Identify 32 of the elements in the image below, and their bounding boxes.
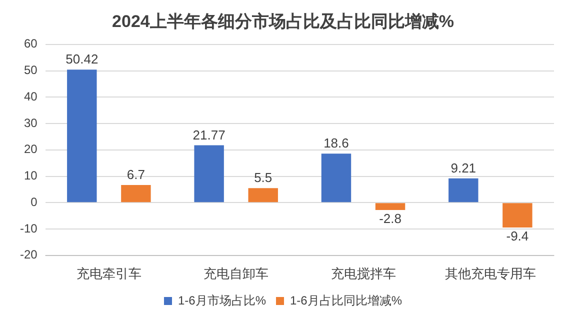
data-label: 21.77: [192, 127, 226, 142]
data-label: -2.8: [379, 211, 402, 226]
x-tick-label: 充电牵引车: [76, 266, 142, 281]
x-tick-label: 充电自卸车: [204, 266, 269, 281]
bar: [375, 203, 406, 210]
y-tick-label: 40: [24, 89, 38, 104]
data-label: 50.42: [66, 52, 98, 67]
bar: [248, 188, 278, 202]
y-tick-label: 60: [24, 36, 38, 51]
bar: [448, 178, 478, 202]
data-label: 6.7: [126, 167, 145, 182]
data-label: 5.5: [254, 170, 272, 186]
y-tick-label: 10: [24, 168, 38, 183]
data-label: -9.4: [506, 228, 529, 244]
x-tick-label: 充电搅拌车: [330, 266, 396, 281]
y-tick-label: 20: [24, 142, 38, 156]
legend-label: 1-6月占比同比增减%: [290, 293, 402, 308]
y-tick-label: -20: [20, 248, 38, 262]
legend-label: 1-6月市场占比%: [178, 293, 266, 308]
y-tick-label: 0: [30, 194, 38, 209]
data-label: 9.21: [450, 160, 476, 176]
bar: [121, 184, 151, 202]
bar: [67, 70, 97, 202]
chart-title: 2024上半年各细分市场占比及占比同比增减%: [112, 12, 454, 31]
y-tick-label: 50: [24, 63, 38, 78]
y-tick-label: -10: [20, 221, 38, 236]
y-tick-label: 30: [24, 116, 38, 130]
bar: [502, 203, 532, 228]
data-label: 18.6: [324, 136, 349, 151]
bar: [194, 145, 224, 202]
bar: [321, 154, 352, 202]
x-tick-label: 其他充电专用车: [444, 266, 536, 281]
